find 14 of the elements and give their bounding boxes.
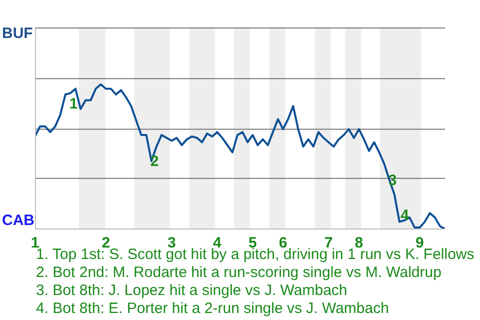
annotation: 2 [150,153,159,170]
text: 2. Bot 2nd: M. Rodarte hit a run-scoring single vs M. Waldrup [36,264,442,282]
annotation: 4 [400,206,410,224]
x-tick-label: 2 [102,234,110,252]
text: CAB [2,212,34,229]
x-tick-label: 9 [416,234,424,252]
x-tick-label: 6 [278,234,288,252]
text: 3. Bot 8th: J. Lopez hit a single vs J. Wambach [36,282,348,300]
text: BUF [2,25,33,42]
x-tick-label: 3 [167,234,176,252]
x-tick-label: 7 [324,234,333,252]
annotation: 1 [69,96,78,113]
text: 4. Bot 8th: E. Porter hit a 2-run single vs J. Wambach [36,300,390,318]
x-tick-label: 8 [354,234,364,252]
